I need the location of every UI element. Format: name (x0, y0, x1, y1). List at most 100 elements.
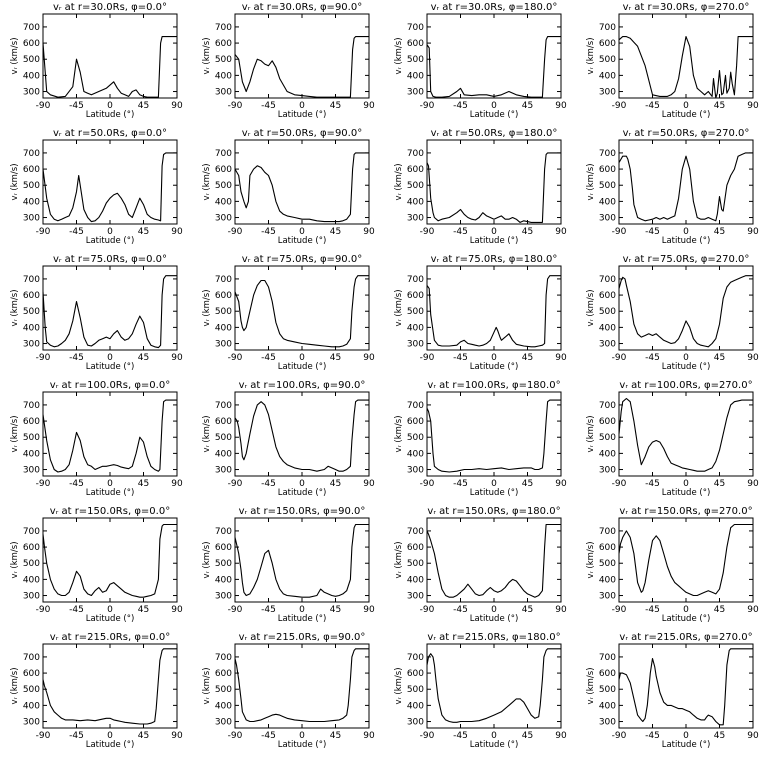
y-tick-label: 700 (599, 275, 616, 285)
x-tick-label: 45 (522, 101, 533, 111)
x-tick-label: -45 (261, 101, 276, 111)
x-tick-label: 90 (555, 731, 567, 741)
y-tick-label: 400 (23, 701, 40, 711)
panel-9: vᵣ at r=75.0Rs, φ=0.0° -90 -45 0 45 90 300 400 5… (10, 254, 183, 372)
panel-title: vᵣ at r=100.0Rs, φ=180.0° (427, 380, 560, 391)
x-tick-label: 90 (747, 227, 759, 237)
x-tick-label: 90 (555, 605, 567, 615)
x-tick-label: 45 (714, 227, 725, 237)
y-tick-label: 600 (215, 291, 232, 301)
x-tick-label: -45 (69, 353, 84, 363)
x-tick-label: -45 (69, 731, 84, 741)
series-line (42, 648, 177, 725)
x-tick-label: 0 (491, 227, 497, 237)
panel-title: vᵣ at r=150.0Rs, φ=0.0° (50, 506, 170, 517)
y-axis-label: vᵣ (km/s) (586, 667, 596, 704)
x-axis-label: Latitude (°) (470, 740, 519, 750)
y-axis-label: vᵣ (km/s) (394, 667, 404, 704)
panel-4: vᵣ at r=30.0Rs, φ=270.0° -90 -45 0 45 90 300 40… (586, 2, 759, 120)
y-tick-label: 700 (599, 23, 616, 33)
panel-title: vᵣ at r=215.0Rs, φ=270.0° (619, 632, 752, 643)
y-tick-label: 500 (599, 307, 616, 317)
panel-7: vᵣ at r=50.0Rs, φ=180.0° -90 -45 0 45 90 300 40… (394, 128, 567, 246)
series-line (426, 275, 561, 348)
x-tick-label: 45 (138, 227, 149, 237)
panel-19: vᵣ at r=150.0Rs, φ=180.0° -90 -45 0 45 90 300 4… (394, 506, 567, 624)
y-tick-label: 300 (215, 88, 232, 98)
y-tick-label: 400 (215, 323, 232, 333)
panel-21: vᵣ at r=215.0Rs, φ=0.0° -90 -45 0 45 90 300 400… (10, 632, 183, 750)
y-axis-label: vᵣ (km/s) (10, 415, 20, 452)
x-tick-label: 0 (299, 227, 305, 237)
y-axis-label: vᵣ (km/s) (10, 541, 20, 578)
x-tick-label: 0 (299, 101, 305, 111)
y-tick-label: 500 (23, 307, 40, 317)
x-tick-label: -90 (36, 731, 51, 741)
x-tick-label: -90 (420, 353, 435, 363)
x-tick-label: -90 (612, 227, 627, 237)
y-axis-label: vᵣ (km/s) (394, 37, 404, 74)
panel-12: vᵣ at r=75.0Rs, φ=270.0° -90 -45 0 45 90 300 40… (586, 254, 759, 372)
x-tick-label: 90 (747, 101, 759, 111)
y-tick-label: 700 (599, 653, 616, 663)
series-line (234, 399, 369, 472)
series-line (618, 36, 753, 99)
series-line (618, 152, 753, 222)
x-tick-label: 0 (491, 353, 497, 363)
x-tick-label: 90 (555, 353, 567, 363)
x-tick-label: -45 (645, 353, 660, 363)
y-axis-label: vᵣ (km/s) (10, 667, 20, 704)
x-tick-label: 45 (714, 731, 725, 741)
x-tick-label: -45 (69, 479, 84, 489)
y-tick-label: 500 (407, 433, 424, 443)
y-tick-label: 400 (407, 71, 424, 81)
panel-title: vᵣ at r=50.0Rs, φ=0.0° (53, 128, 167, 139)
x-axis-label: Latitude (°) (86, 488, 135, 498)
y-tick-label: 500 (599, 433, 616, 443)
y-tick-label: 300 (407, 466, 424, 476)
y-tick-label: 300 (23, 466, 40, 476)
y-tick-label: 700 (215, 401, 232, 411)
y-tick-label: 600 (407, 39, 424, 49)
x-tick-label: 0 (491, 731, 497, 741)
y-tick-label: 400 (407, 701, 424, 711)
panel-title: vᵣ at r=50.0Rs, φ=180.0° (431, 128, 558, 139)
panel-title: vᵣ at r=75.0Rs, φ=0.0° (53, 254, 167, 265)
x-tick-label: 0 (491, 605, 497, 615)
x-axis-label: Latitude (°) (662, 740, 711, 750)
y-tick-label: 700 (407, 653, 424, 663)
y-tick-label: 400 (599, 575, 616, 585)
panel-15: vᵣ at r=100.0Rs, φ=180.0° -90 -45 0 45 90 300 4… (394, 380, 567, 498)
plot-frame (234, 265, 370, 351)
panel-title: vᵣ at r=215.0Rs, φ=90.0° (239, 632, 366, 643)
x-tick-label: 0 (683, 605, 689, 615)
y-tick-label: 300 (23, 88, 40, 98)
x-tick-label: -45 (645, 731, 660, 741)
y-tick-label: 600 (23, 165, 40, 175)
panel-18: vᵣ at r=150.0Rs, φ=90.0° -90 -45 0 45 90 300 40… (202, 506, 375, 624)
x-axis-label: Latitude (°) (278, 488, 327, 498)
plot-frame (234, 391, 370, 477)
y-tick-label: 400 (599, 449, 616, 459)
series-line (42, 523, 177, 598)
x-axis-label: Latitude (°) (278, 236, 327, 246)
y-axis-label: vᵣ (km/s) (10, 163, 20, 200)
x-tick-label: 90 (747, 731, 759, 741)
x-tick-label: -90 (228, 479, 243, 489)
y-tick-label: 400 (407, 449, 424, 459)
y-axis-label: vᵣ (km/s) (10, 37, 20, 74)
plot-frame (426, 517, 562, 603)
x-tick-label: 45 (330, 353, 341, 363)
y-tick-label: 700 (215, 23, 232, 33)
plot-frame (426, 265, 562, 351)
x-tick-label: 45 (714, 101, 725, 111)
y-tick-label: 500 (407, 559, 424, 569)
x-tick-label: 90 (555, 101, 567, 111)
plot-frame (618, 139, 754, 225)
panel-8: vᵣ at r=50.0Rs, φ=270.0° -90 -45 0 45 90 300 40… (586, 128, 759, 246)
x-tick-label: 45 (138, 605, 149, 615)
panel-title: vᵣ at r=100.0Rs, φ=0.0° (50, 380, 170, 391)
panel-title: vᵣ at r=30.0Rs, φ=0.0° (53, 2, 167, 13)
x-tick-label: 90 (555, 227, 567, 237)
x-axis-label: Latitude (°) (86, 362, 135, 372)
